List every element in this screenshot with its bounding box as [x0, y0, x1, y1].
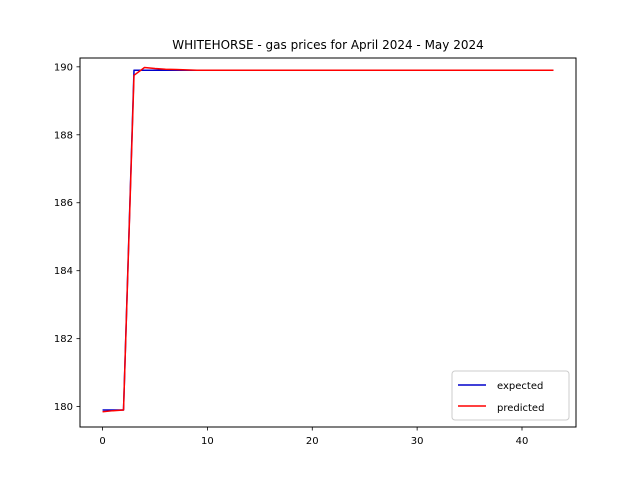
plot-frame [79, 57, 577, 428]
legend-box [451, 370, 570, 421]
y-axis: 180 182 184 186 188 190 [54, 62, 80, 413]
y-tick-label: 184 [54, 266, 73, 277]
x-tick-label: 10 [201, 436, 214, 447]
y-tick-label: 190 [54, 62, 73, 73]
x-tick-label: 0 [99, 436, 105, 447]
y-tick-label: 186 [54, 198, 73, 209]
legend-label-predicted: predicted [497, 403, 544, 414]
series-line-predicted [102, 66, 554, 413]
y-tick-label: 182 [54, 334, 73, 345]
x-tick-label: 40 [516, 436, 529, 447]
y-tick-label: 188 [54, 130, 73, 141]
x-tick-label: 20 [306, 436, 319, 447]
legend: expected predicted [451, 370, 570, 421]
legend-label-expected: expected [497, 381, 543, 392]
series-layer [102, 66, 554, 413]
x-axis: 0 10 20 30 40 [99, 427, 528, 447]
x-tick-label: 30 [411, 436, 424, 447]
chart-title: WHITEHORSE - gas prices for April 2024 -… [172, 38, 484, 52]
y-tick-label: 180 [54, 402, 73, 413]
